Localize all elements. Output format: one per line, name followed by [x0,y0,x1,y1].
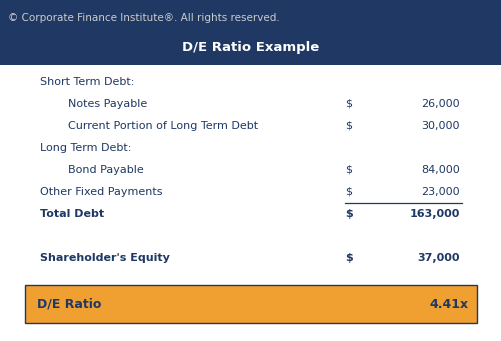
Text: Notes Payable: Notes Payable [68,99,147,109]
Text: Shareholder's Equity: Shareholder's Equity [40,253,169,263]
Text: 4.41x: 4.41x [429,297,468,311]
Text: © Corporate Finance Institute®. All rights reserved.: © Corporate Finance Institute®. All righ… [8,13,279,23]
Bar [0,0,501,65]
Bar [25,285,476,323]
Text: Short Term Debt:: Short Term Debt: [40,77,134,87]
Text: 84,000: 84,000 [420,165,459,175]
Text: Current Portion of Long Term Debt: Current Portion of Long Term Debt [68,121,258,131]
Text: $: $ [344,121,351,131]
Text: Other Fixed Payments: Other Fixed Payments [40,187,162,197]
Text: $: $ [344,209,352,219]
Text: Bond Payable: Bond Payable [68,165,143,175]
Text: 37,000: 37,000 [417,253,459,263]
Text: 30,000: 30,000 [421,121,459,131]
Text: $: $ [344,253,352,263]
Text: D/E Ratio: D/E Ratio [37,297,101,311]
Text: D/E Ratio Example: D/E Ratio Example [182,41,319,54]
Text: Long Term Debt:: Long Term Debt: [40,143,131,153]
Text: $: $ [344,187,351,197]
Text: Total Debt: Total Debt [40,209,104,219]
Text: 163,000: 163,000 [409,209,459,219]
Text: 26,000: 26,000 [420,99,459,109]
Text: $: $ [344,165,351,175]
Text: $: $ [344,99,351,109]
Text: 23,000: 23,000 [420,187,459,197]
